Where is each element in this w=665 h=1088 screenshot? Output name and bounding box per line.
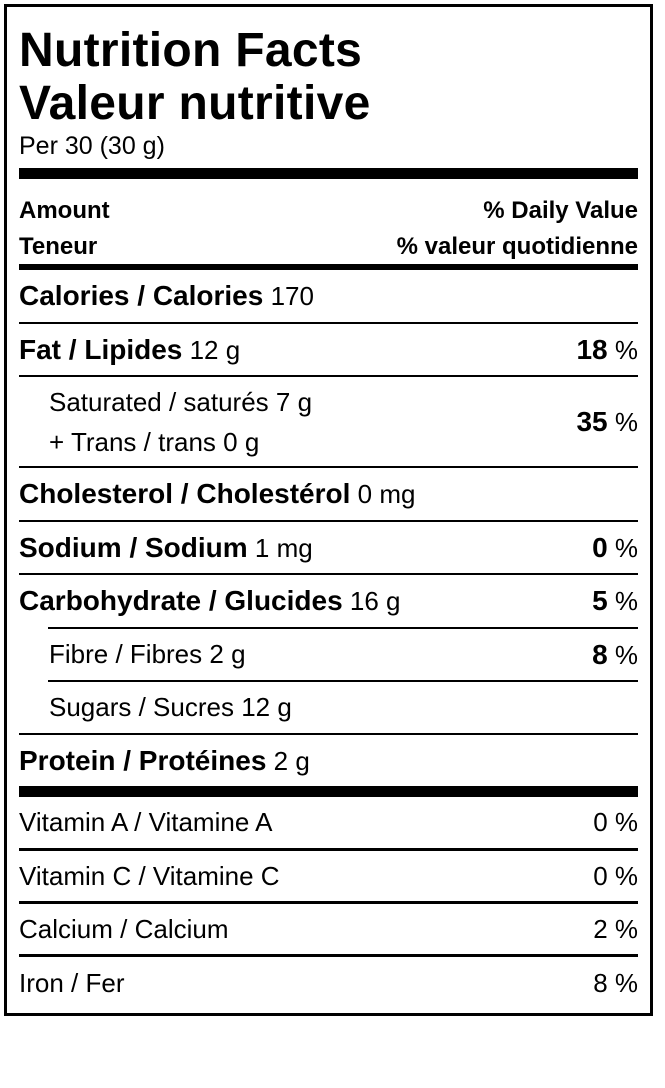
- iron-row: Iron / Fer 8 %: [19, 957, 638, 1009]
- divider: [19, 322, 638, 324]
- sodium-amount: 1 mg: [254, 532, 313, 563]
- thick-divider: [19, 168, 638, 179]
- cholesterol-amount: 0 mg: [357, 479, 416, 509]
- vitamin-a-label: Vitamin A / Vitamine A: [19, 807, 273, 837]
- cholesterol-label: Cholesterol / Cholestérol: [19, 478, 351, 509]
- iron-dv: 8 %: [593, 967, 638, 998]
- calcium-row: Calcium / Calcium 2 %: [19, 904, 638, 954]
- amount-heading: Amount: [19, 197, 110, 224]
- divider: [19, 954, 638, 957]
- vitamin-c-row: Vitamin C / Vitamine C 0 %: [19, 851, 638, 901]
- protein-amount: 2 g: [273, 745, 310, 776]
- fat-row: Fat / Lipides 12 g 18 %: [19, 324, 638, 375]
- divider: [19, 573, 638, 575]
- serving-size: Per 30 (30 g): [19, 132, 165, 160]
- carbohydrate-amount: 16 g: [349, 586, 401, 616]
- calories-row: Calories / Calories 170: [19, 270, 638, 322]
- divider: [19, 901, 638, 904]
- vitamin-c-label: Vitamin C / Vitamine C: [19, 860, 280, 891]
- cholesterol-row: Cholesterol / Cholestérol 0 mg: [19, 468, 638, 520]
- indented-divider: [48, 680, 638, 682]
- carbohydrate-dv: 5: [592, 585, 608, 616]
- protein-row: Protein / Protéines 2 g: [19, 735, 638, 786]
- calories-label: Calories / Calories: [19, 280, 264, 311]
- fibre-amount: 2 g: [209, 639, 246, 669]
- percent-unit: %: [614, 406, 638, 437]
- indented-divider: [48, 627, 638, 629]
- nutrition-facts-label: Nutrition Facts Valeur nutritive Per 30 …: [4, 4, 653, 1016]
- divider: [19, 375, 638, 377]
- header-row-en: Amount % Daily Value: [19, 197, 638, 225]
- percent-unit: %: [614, 334, 638, 365]
- saturated-label: Saturated / saturés: [49, 386, 269, 417]
- trans-label: + Trans / trans: [49, 426, 216, 457]
- divider: [19, 733, 638, 735]
- divider: [19, 848, 638, 851]
- thick-divider: [19, 786, 638, 797]
- iron-label: Iron / Fer: [19, 967, 125, 998]
- daily-value-heading: % Daily Value: [483, 197, 638, 224]
- teneur-heading: Teneur: [19, 233, 98, 260]
- fat-dv: 18: [576, 333, 608, 365]
- fibre-label: Fibre / Fibres: [49, 639, 203, 669]
- saturated-dv: 35: [576, 405, 608, 437]
- fat-label: Fat / Lipides: [19, 333, 183, 365]
- calcium-label: Calcium / Calcium: [19, 913, 229, 944]
- protein-label: Protein / Protéines: [19, 744, 267, 776]
- sodium-label: Sodium / Sodium: [19, 531, 248, 563]
- saturated-amount: 7 g: [275, 386, 313, 417]
- vitamin-a-row: Vitamin A / Vitamine A 0 %: [19, 797, 638, 848]
- divider: [19, 520, 638, 522]
- sugars-amount: 12 g: [241, 692, 292, 722]
- percent-unit: %: [614, 532, 638, 563]
- header-row-fr: Teneur % valeur quotidienne: [19, 233, 638, 261]
- divider: [19, 466, 638, 468]
- sodium-row: Sodium / Sodium 1 mg 0 %: [19, 522, 638, 573]
- valeur-quotidienne-heading: % valeur quotidienne: [396, 233, 638, 260]
- fat-amount: 12 g: [189, 334, 241, 365]
- percent-unit: %: [614, 586, 638, 616]
- calcium-dv: 2 %: [593, 913, 638, 944]
- saturated-trans-row: Saturated / saturés 7 g + Trans / trans …: [19, 377, 638, 466]
- sugars-label: Sugars / Sucres: [49, 692, 234, 722]
- percent-unit: %: [614, 639, 638, 670]
- sugars-row: Sugars / Sucres 12 g: [19, 682, 638, 733]
- carbohydrate-label: Carbohydrate / Glucides: [19, 585, 343, 616]
- vitamin-c-dv: 0 %: [593, 860, 638, 891]
- calories-value: 170: [270, 281, 314, 311]
- sodium-dv: 0: [592, 531, 608, 563]
- carbohydrate-row: Carbohydrate / Glucides 16 g 5 %: [19, 575, 638, 627]
- vitamin-a-dv: 0 %: [593, 807, 638, 837]
- title-en: Nutrition Facts: [19, 24, 363, 77]
- fibre-row: Fibre / Fibres 2 g 8 %: [19, 629, 638, 680]
- medium-divider: [19, 264, 638, 270]
- fibre-dv: 8: [592, 638, 608, 670]
- trans-amount: 0 g: [223, 426, 260, 457]
- title-fr: Valeur nutritive: [19, 77, 371, 130]
